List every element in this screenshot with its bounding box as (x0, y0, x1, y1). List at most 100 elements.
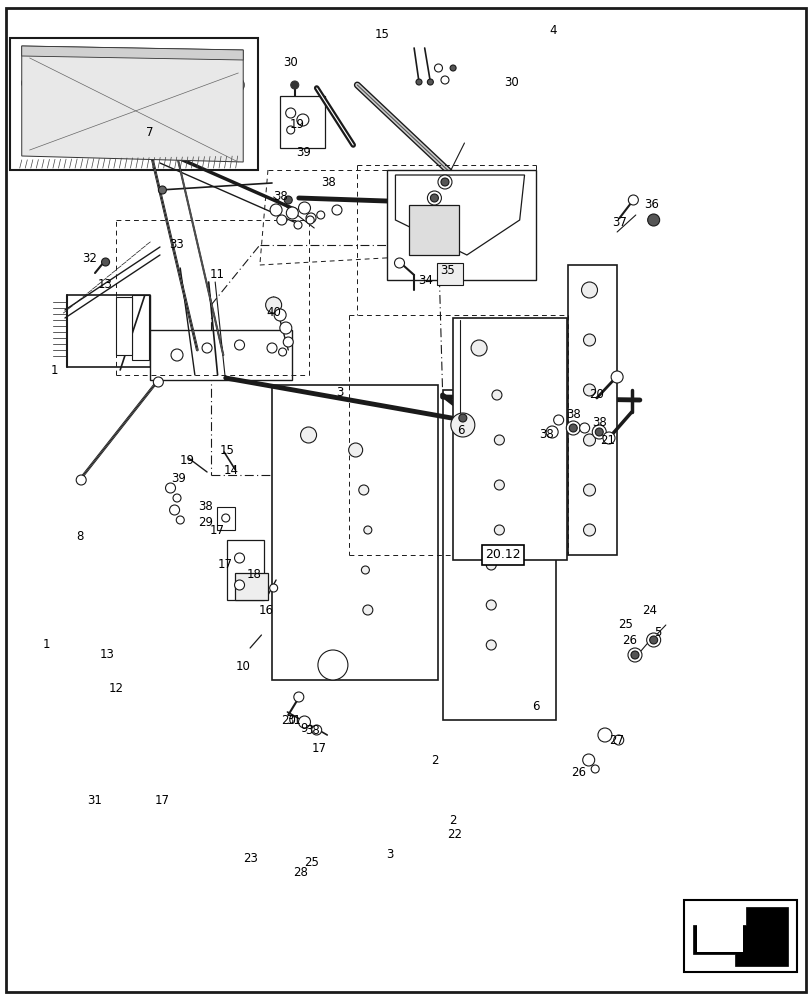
Circle shape (22, 75, 37, 91)
Circle shape (158, 186, 166, 194)
Text: 12: 12 (109, 682, 123, 694)
Text: 30: 30 (283, 55, 298, 68)
Circle shape (553, 415, 563, 425)
Bar (436, 263, 462, 285)
Circle shape (311, 725, 321, 735)
Circle shape (565, 421, 580, 435)
Circle shape (101, 258, 109, 266)
Circle shape (458, 414, 466, 422)
Circle shape (440, 178, 448, 186)
Text: 25: 25 (617, 618, 632, 632)
Circle shape (358, 485, 368, 495)
Circle shape (267, 343, 277, 353)
Circle shape (434, 64, 442, 72)
Text: 3: 3 (385, 848, 393, 861)
Circle shape (630, 651, 638, 659)
Text: 13: 13 (100, 648, 114, 662)
Text: 28: 28 (293, 865, 307, 879)
Circle shape (283, 337, 293, 347)
Circle shape (285, 108, 295, 118)
Bar (409, 205, 458, 255)
Text: 31: 31 (286, 714, 301, 726)
Bar (568, 265, 616, 555)
Circle shape (277, 215, 286, 225)
Text: 38: 38 (305, 724, 320, 736)
Text: 17: 17 (210, 524, 225, 536)
Circle shape (437, 175, 452, 189)
Circle shape (348, 443, 363, 457)
Text: 26: 26 (571, 766, 586, 778)
Circle shape (234, 553, 244, 563)
Circle shape (591, 425, 606, 439)
Text: 20: 20 (589, 387, 603, 400)
Circle shape (427, 191, 441, 205)
Circle shape (300, 427, 316, 443)
Circle shape (440, 76, 448, 84)
Text: 23: 23 (242, 852, 257, 864)
Circle shape (450, 413, 474, 437)
Circle shape (153, 377, 163, 387)
Text: 17: 17 (155, 794, 169, 806)
Circle shape (176, 516, 184, 524)
Text: 39: 39 (171, 472, 186, 485)
Circle shape (171, 349, 182, 361)
Circle shape (332, 205, 341, 215)
Text: 36: 36 (644, 198, 659, 212)
Bar (227, 540, 264, 600)
Text: 15: 15 (375, 28, 389, 41)
Text: 6: 6 (457, 424, 465, 438)
Polygon shape (395, 175, 524, 255)
Circle shape (491, 390, 501, 400)
Polygon shape (22, 46, 243, 60)
Text: 38: 38 (539, 428, 553, 442)
Circle shape (274, 309, 285, 321)
Circle shape (579, 423, 589, 433)
Bar (272, 385, 438, 680)
Circle shape (202, 343, 212, 353)
Circle shape (581, 282, 597, 298)
Text: 40: 40 (266, 306, 281, 318)
Circle shape (594, 428, 603, 436)
Circle shape (265, 297, 281, 313)
Circle shape (627, 648, 642, 662)
Circle shape (286, 207, 298, 219)
Bar (116, 297, 132, 355)
Bar (442, 390, 556, 720)
Text: 18: 18 (247, 568, 261, 582)
Circle shape (234, 580, 244, 590)
Circle shape (165, 483, 175, 493)
Circle shape (306, 216, 314, 224)
Bar (683, 900, 796, 972)
Text: 15: 15 (220, 444, 234, 456)
Circle shape (628, 195, 637, 205)
Text: 24: 24 (642, 603, 656, 616)
Circle shape (363, 605, 372, 615)
Circle shape (290, 81, 298, 89)
Bar (386, 170, 535, 280)
Circle shape (546, 426, 557, 438)
Circle shape (486, 600, 496, 610)
Circle shape (646, 633, 660, 647)
Text: 38: 38 (273, 190, 288, 202)
Bar (131, 295, 148, 360)
Circle shape (415, 79, 422, 85)
Circle shape (494, 435, 504, 445)
Text: 9: 9 (299, 722, 307, 734)
Circle shape (221, 514, 230, 522)
Circle shape (298, 202, 310, 214)
Text: 3: 3 (335, 386, 343, 399)
Circle shape (284, 196, 292, 204)
Bar (453, 318, 566, 560)
Circle shape (173, 494, 181, 502)
Text: 20.12: 20.12 (484, 548, 520, 562)
Circle shape (486, 640, 496, 650)
Circle shape (494, 480, 504, 490)
Text: 22: 22 (447, 828, 461, 842)
Polygon shape (697, 923, 742, 952)
Circle shape (298, 716, 310, 728)
Circle shape (583, 384, 594, 396)
Circle shape (470, 340, 487, 356)
Text: 37: 37 (611, 217, 626, 230)
Text: 17: 17 (217, 558, 232, 572)
Circle shape (583, 434, 594, 446)
